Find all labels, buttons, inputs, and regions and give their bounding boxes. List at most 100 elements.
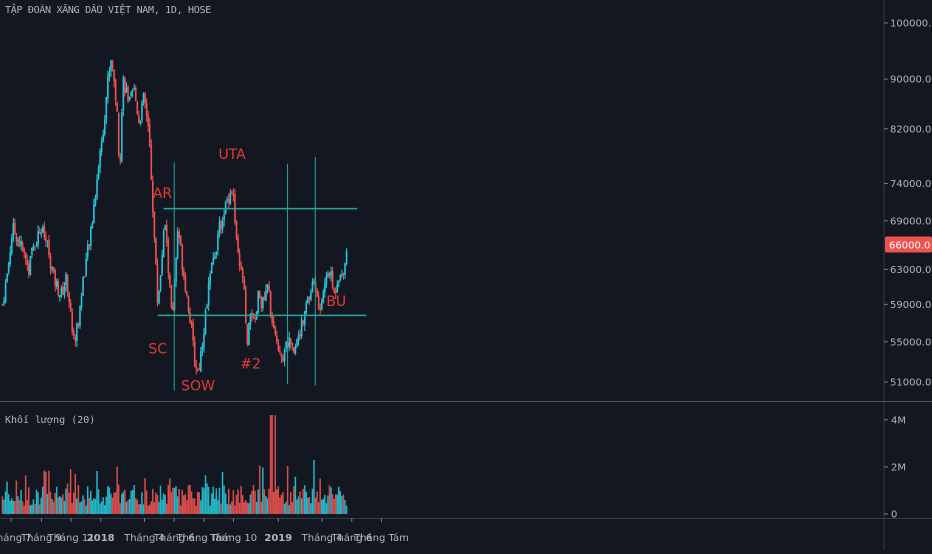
volume-bar (94, 498, 97, 514)
candle-body (342, 272, 345, 275)
volume-bar (76, 498, 78, 514)
candle-body (41, 227, 44, 233)
candle-body (6, 274, 8, 283)
volume-bar (148, 504, 151, 514)
volume-bar (54, 493, 56, 514)
volume-bar (48, 470, 50, 514)
volume-bar (327, 495, 329, 514)
candle-body (248, 322, 250, 345)
candle-body (221, 221, 224, 229)
candle-body (80, 296, 83, 307)
volume-bar (51, 499, 53, 514)
volume-bar (320, 499, 323, 514)
candle-body (317, 296, 320, 310)
volume-bar (265, 496, 267, 514)
candle-body (15, 235, 18, 242)
volume-bar (227, 488, 230, 514)
time-tick-label: 2019 (264, 533, 292, 544)
candle-body (235, 221, 238, 239)
candle-body (341, 274, 343, 276)
volume-bar (200, 500, 202, 514)
volume-bar (162, 493, 165, 514)
volume-bar (317, 502, 320, 514)
volume-bar (10, 498, 13, 514)
volume-bar (159, 485, 162, 514)
volume-bar (37, 492, 39, 514)
candle-body (114, 79, 117, 102)
volume-bar (224, 493, 227, 514)
annotation-uta[interactable]: UTA (218, 147, 246, 163)
candle-body (51, 267, 53, 270)
annotation-n2[interactable]: #2 (240, 357, 261, 373)
candle-body (46, 240, 49, 242)
candle-body (345, 251, 348, 265)
candle-body (327, 274, 329, 277)
candle-body (217, 233, 219, 251)
volume-bar (172, 487, 174, 514)
candle-body (324, 284, 326, 292)
volume-bar (302, 489, 304, 514)
candle-body (9, 252, 12, 264)
volume-indicator-label[interactable]: Khối lượng (20) (5, 415, 96, 426)
time-tick-label: Tháng 6 (330, 532, 372, 544)
candle-body (82, 276, 84, 297)
candle-body (145, 103, 148, 116)
volume-bar (144, 478, 146, 514)
candle-body (223, 214, 225, 221)
volume-bar (32, 499, 35, 514)
annotation-ar[interactable]: AR (153, 186, 173, 202)
volume-bar (229, 504, 232, 514)
candle-body (198, 368, 201, 370)
volume-bar (133, 485, 135, 514)
price-tick-label: 100000.0 (890, 18, 932, 29)
candle-body (35, 243, 38, 247)
volume-bar (152, 488, 154, 514)
candle-body (65, 274, 67, 286)
candle-body (210, 262, 213, 274)
candle-body (128, 96, 131, 100)
annotation-sow[interactable]: SOW (181, 379, 215, 395)
candle-body (17, 239, 19, 242)
candle-body (338, 281, 340, 284)
volume-bar (83, 499, 86, 514)
volume-bar (69, 469, 72, 514)
volume-bar (80, 501, 83, 514)
candle-body (241, 268, 244, 279)
volume-bar (91, 500, 94, 514)
volume-bar (155, 492, 157, 514)
candle-body (316, 290, 318, 297)
candle-body (102, 134, 105, 142)
volume-bar (297, 496, 300, 514)
candle-body (18, 240, 21, 247)
candle-body (320, 300, 323, 310)
volume-bar (85, 505, 87, 514)
volume-bar (173, 487, 176, 514)
volume-bar (124, 489, 126, 514)
volume-bar (74, 473, 77, 514)
candle-body (105, 97, 108, 120)
volume-bar (65, 488, 67, 514)
candle-body (305, 302, 308, 313)
annotation-bu[interactable]: BU (326, 294, 346, 310)
candle-body (249, 314, 252, 325)
price-tick-label: 90000.0 (890, 75, 931, 86)
candle-body (245, 289, 247, 324)
volume-bar (218, 487, 221, 514)
candle-body (176, 231, 179, 258)
annotation-sc[interactable]: SC (148, 342, 167, 358)
candle-body (134, 87, 137, 101)
candle-body (83, 276, 86, 278)
volume-bar (260, 501, 263, 514)
candle-body (175, 257, 177, 283)
candle-body (232, 193, 235, 197)
candle-body (90, 227, 92, 246)
volume-bar (108, 487, 111, 514)
volume-bar (1, 496, 4, 514)
volume-bar (243, 502, 245, 514)
volume-bar (258, 465, 261, 514)
volume-bar (71, 503, 73, 514)
candle-body (265, 289, 267, 301)
volume-bar (29, 505, 32, 514)
candle-body (268, 285, 270, 292)
